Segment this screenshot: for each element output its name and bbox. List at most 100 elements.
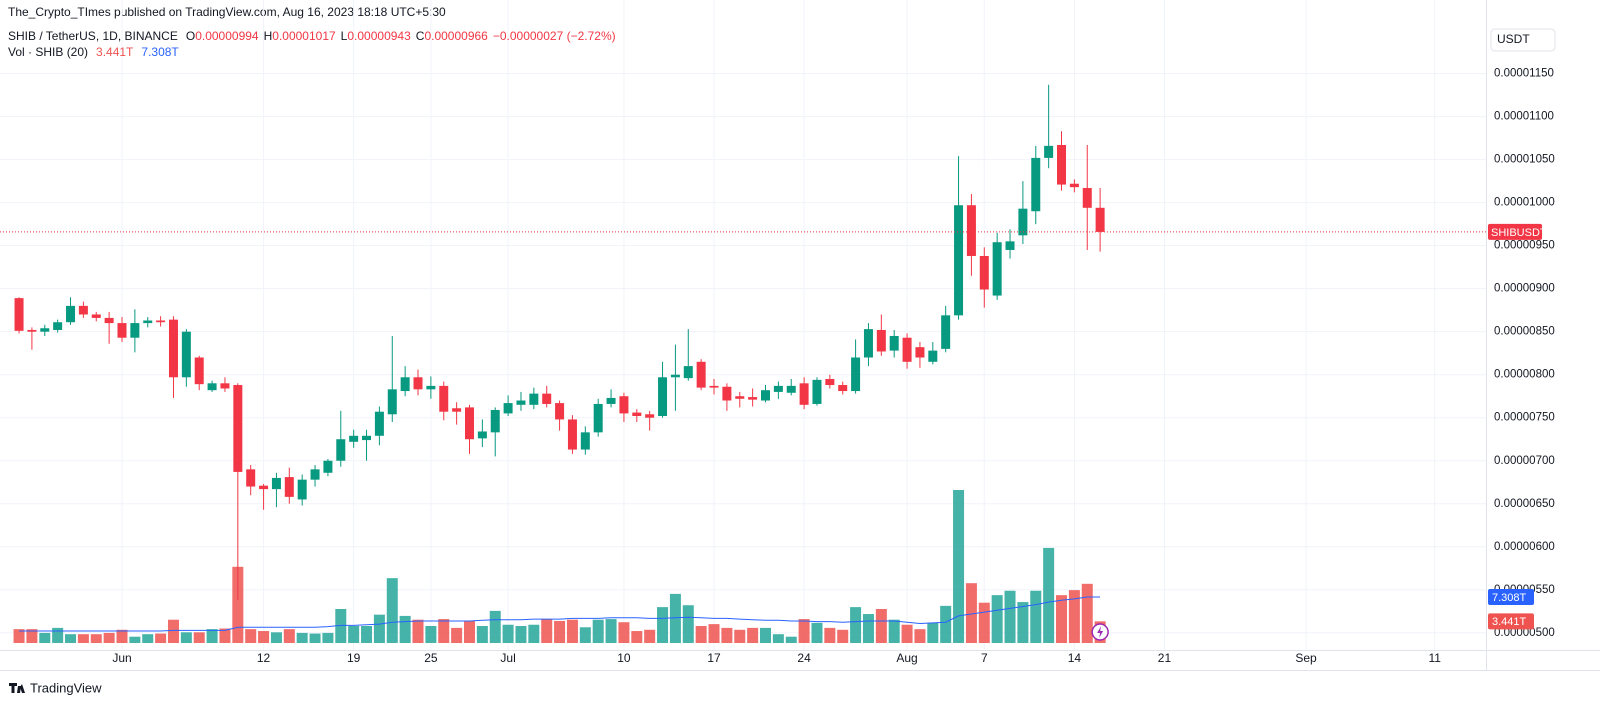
candle-body: [1044, 145, 1054, 158]
volume-legend: Vol · SHIB (20) 3.441T 7.308T: [8, 45, 179, 59]
y-tick-label: 0.00000650: [1494, 498, 1555, 510]
candle-body: [130, 323, 140, 338]
candle-body: [400, 377, 410, 392]
candle-body: [722, 386, 732, 401]
volume-bar: [412, 619, 424, 643]
x-tick-label: 19: [347, 651, 361, 665]
volume-ma-label: 7.308T: [1492, 592, 1527, 604]
candle-body: [761, 390, 770, 401]
candle-body: [233, 385, 243, 472]
x-tick-label: 10: [617, 651, 631, 665]
volume-ma-box: [1488, 588, 1534, 605]
candle-body: [670, 374, 680, 378]
x-tick-label: Aug: [896, 651, 917, 665]
candle-body: [799, 383, 809, 405]
volume-box: [1488, 613, 1534, 630]
candle-body: [168, 319, 178, 378]
y-tick-label: 0.00000700: [1494, 455, 1555, 467]
volume-bar: [837, 629, 849, 643]
volume-bar: [399, 615, 411, 643]
candle-body: [490, 409, 500, 433]
currency-label[interactable]: USDT: [1497, 32, 1530, 46]
candle-body: [310, 469, 320, 480]
candle-body: [619, 396, 629, 414]
candle-body: [246, 469, 256, 487]
y-tick-label: 0.00000600: [1494, 541, 1555, 553]
candle-body: [1057, 145, 1067, 185]
candle-body: [27, 329, 37, 332]
volume-bar: [541, 619, 553, 643]
volume-bar: [953, 490, 965, 643]
y-tick-label: 0.00000750: [1494, 412, 1555, 424]
candle-body: [207, 383, 217, 391]
candle-body: [915, 347, 925, 358]
candle-body: [851, 357, 861, 392]
candle-body: [516, 400, 526, 405]
volume-bar: [721, 627, 733, 643]
volume-bar: [811, 622, 823, 643]
x-tick-label: 21: [1158, 651, 1172, 665]
footer-brand: TradingView: [30, 680, 102, 695]
candle-body: [863, 329, 873, 358]
x-tick-label: 14: [1068, 651, 1082, 665]
volume-bar: [206, 629, 218, 643]
volume-bar: [631, 631, 643, 643]
candle-body: [645, 414, 655, 418]
currency-button[interactable]: [1490, 28, 1556, 52]
candle-body: [786, 385, 796, 393]
candle-body: [838, 385, 848, 392]
symbol: SHIB / TetherUS, 1D, BINANCE: [8, 29, 178, 43]
candle-body: [876, 329, 886, 352]
candle-body: [773, 385, 783, 392]
x-tick-label: 25: [424, 651, 438, 665]
volume-bar: [669, 593, 681, 643]
volume-value: 3.441T: [96, 45, 134, 59]
candle-body: [1018, 208, 1028, 236]
legend-key: O: [186, 29, 195, 43]
volume-bar: [1068, 590, 1080, 643]
alert-bolt: [1097, 626, 1104, 638]
volume-bar: [283, 629, 295, 643]
candle-body: [426, 385, 436, 390]
volume-bar: [90, 634, 102, 643]
legend-key: L: [341, 29, 348, 43]
volume-bar: [708, 624, 720, 643]
volume-bar: [1017, 602, 1029, 643]
candle-body: [966, 205, 976, 256]
legend-value: 0.00001017: [272, 29, 336, 43]
volume-bar: [579, 627, 591, 643]
candle-body: [349, 435, 359, 442]
legend-key: H: [264, 29, 273, 43]
candle-body: [954, 205, 964, 316]
candle-body: [194, 357, 204, 385]
candle-body: [452, 408, 462, 412]
candle-body: [567, 419, 577, 450]
volume-ma-line: [19, 596, 1101, 632]
volume-bar: [914, 629, 926, 643]
volume-bar: [515, 626, 527, 643]
candle-body: [323, 460, 333, 473]
x-tick-label: 12: [257, 651, 271, 665]
volume-title: Vol · SHIB (20): [8, 45, 88, 59]
candle-body: [220, 383, 230, 389]
volume-bar: [605, 619, 617, 643]
x-tick-label: 11: [1429, 651, 1442, 665]
legend-key: C: [416, 29, 425, 43]
candle-body: [1005, 241, 1015, 250]
volume-bar: [232, 566, 244, 643]
y-tick-label: 0.00000850: [1494, 326, 1555, 338]
candle-body: [439, 385, 449, 412]
candle-body: [889, 335, 899, 351]
candle-body: [1095, 207, 1105, 232]
volume-bar: [1043, 547, 1055, 643]
x-tick-label: 17: [707, 651, 721, 665]
candle-body: [78, 305, 88, 315]
volume-bar: [1081, 583, 1093, 643]
volume-bar: [502, 624, 514, 643]
y-tick-label: 0.00000800: [1494, 369, 1555, 381]
volume-bar: [77, 634, 89, 643]
volume-bar: [644, 629, 656, 643]
candle-body: [1082, 188, 1092, 208]
candle-body: [542, 393, 552, 404]
